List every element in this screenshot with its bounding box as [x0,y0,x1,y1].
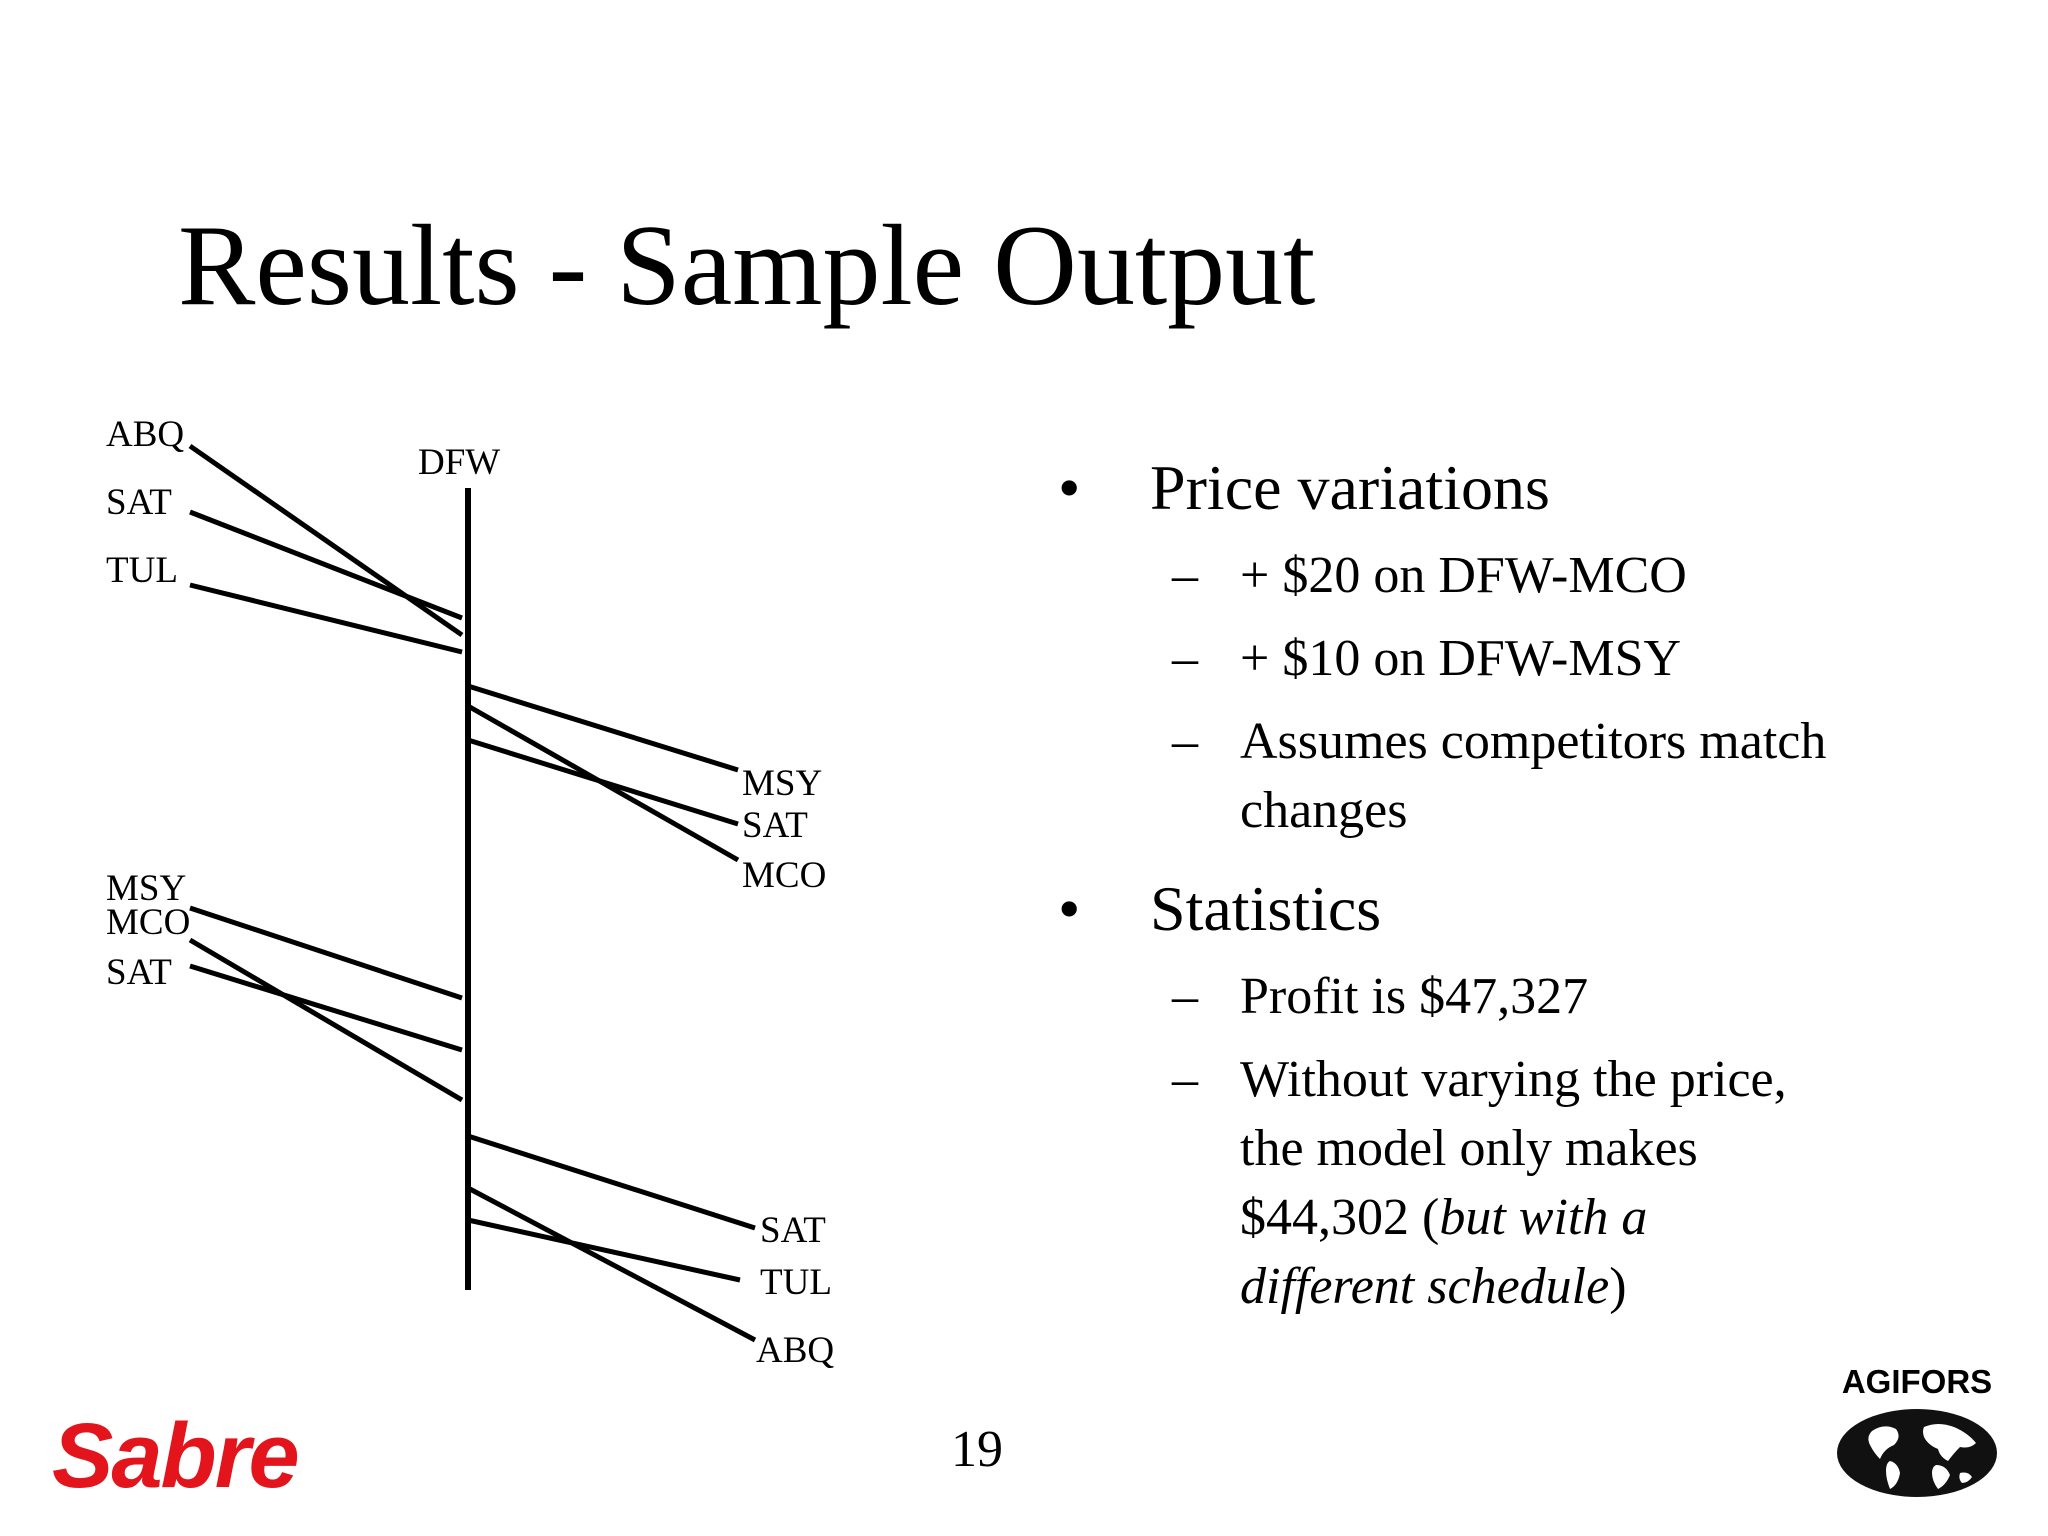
flight-dfw-msy [467,683,739,773]
flight-dfw-sat-2 [467,1133,756,1231]
sub-bullet-text-cont: $44,302 ( [1240,1188,1440,1246]
sub-bullet-text-italic: different schedule [1240,1257,1610,1315]
bullet-price-variations: • Price variations [1058,450,1998,527]
e1-label-sat: SAT [742,805,808,846]
sub-bullet-text: + $20 on DFW-MCO [1240,546,1687,604]
bullet-list: • Price variations – + $20 on DFW-MCO – … [1058,450,1998,1321]
flight-dfw-abq [466,1185,757,1343]
sabre-logo: Sabre [52,1405,300,1507]
page-number: 19 [951,1421,1003,1478]
sub-bullet-dash: – [1172,712,1198,770]
flight-sat-dfw-2 [189,963,463,1053]
sub-bullet-dash: – [1172,1050,1198,1108]
w2-label-mco: MCO [106,902,190,943]
agifors-logo-text: AGIFORS [1841,1363,1993,1400]
e1-label-mco: MCO [742,855,826,896]
sub-bullet-dash: – [1172,629,1198,687]
sub-bullet: – Without varying the price, the model o… [1058,1045,1998,1321]
flight-tul-dfw [189,582,463,655]
bullet-text: Price variations [1150,452,1550,523]
flight-dfw-sat [467,737,739,827]
w2-label-msy: MSY [106,868,186,909]
sub-bullet-text-cont: ) [1609,1257,1627,1315]
sub-bullet-dash: – [1172,967,1198,1025]
flight-mco-dfw [188,937,464,1103]
e1-label-msy: MSY [742,763,822,804]
w2-label-sat: SAT [106,952,172,993]
hub-bank-diagram: DFW ABQ SAT TUL MSY SAT MCO MSY MCO SAT … [106,420,834,1371]
sub-bullet-text: Profit is $47,327 [1240,967,1589,1025]
bullet-dot: • [1058,452,1081,523]
w1-label-tul: TUL [106,550,178,591]
sub-bullet: – Assumes competitors match changes [1058,707,1998,845]
sub-bullet-dash: – [1172,546,1198,604]
w1-label-sat: SAT [106,482,172,523]
sub-bullet-text-cont: the model only makes [1240,1119,1698,1177]
e2-label-abq: ABQ [756,1330,834,1371]
sub-bullet-text-italic: but with a [1439,1188,1648,1246]
sub-bullet: – + $20 on DFW-MCO [1058,541,1998,610]
globe-icon [1837,1409,1997,1497]
e2-label-sat: SAT [760,1210,826,1251]
bullet-dot: • [1058,872,1081,944]
slide-title: Results - Sample Output [178,202,1316,330]
flight-abq-dfw [188,443,464,638]
sub-bullet-text-cont: changes [1240,781,1408,839]
sub-bullet-text: Assumes competitors match [1240,712,1827,770]
flight-msy-dfw [189,905,463,1001]
agifors-logo: AGIFORS [1832,1365,2002,1500]
hub-label: DFW [418,442,500,483]
sub-bullet-text: + $10 on DFW-MSY [1240,629,1682,687]
sub-bullet: – + $10 on DFW-MSY [1058,624,1998,693]
bullet-statistics: • Statistics [1058,871,1998,948]
w1-label-abq: ABQ [106,420,184,455]
flight-sat-dfw [189,509,463,621]
e2-label-tul: TUL [760,1262,832,1303]
sub-bullet: – Profit is $47,327 [1058,962,1998,1031]
bullet-text: Statistics [1150,872,1382,944]
flight-dfw-tul [467,1217,741,1283]
sub-bullet-text: Without varying the price, [1240,1050,1787,1108]
